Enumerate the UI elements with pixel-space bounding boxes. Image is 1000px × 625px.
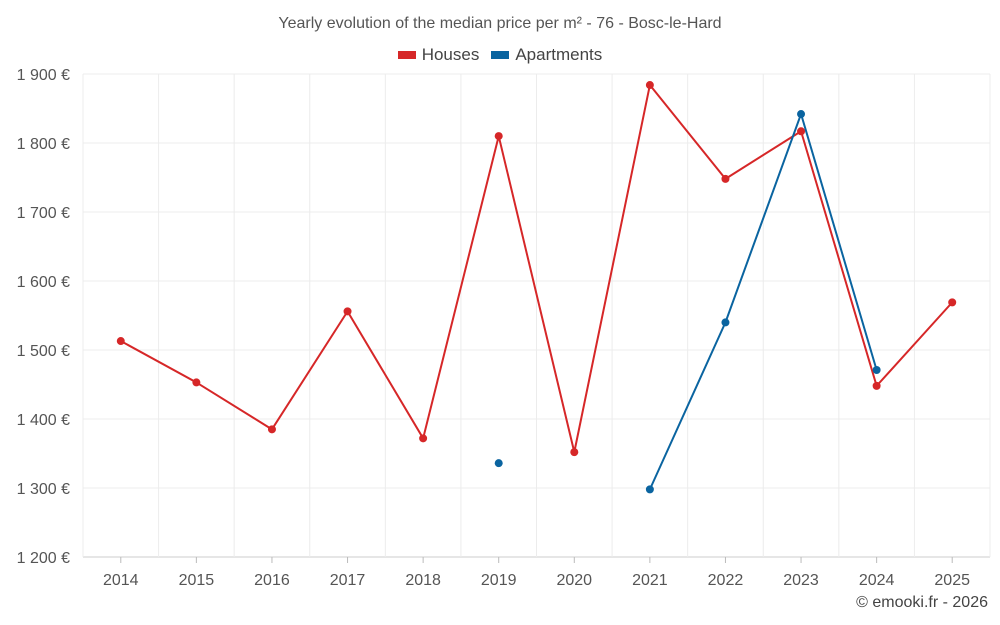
- series-line-apartments: [648, 113, 878, 490]
- data-point-houses[interactable]: [872, 381, 881, 390]
- data-point-houses[interactable]: [343, 307, 352, 316]
- legend-swatch-houses: [397, 51, 416, 59]
- data-point-houses[interactable]: [721, 174, 730, 183]
- data-point-houses[interactable]: [570, 448, 579, 457]
- x-tick-label: 2022: [708, 572, 744, 589]
- y-tick-label: 1 600 €: [17, 274, 70, 291]
- legend-item-apartments[interactable]: Apartments: [491, 45, 602, 65]
- data-point-apartments[interactable]: [797, 110, 806, 119]
- data-point-houses[interactable]: [192, 378, 201, 387]
- data-point-houses[interactable]: [419, 434, 428, 443]
- x-axis: 2014 2015 2016 2017 2018 2019 2020 2021 2022 2023…: [103, 557, 970, 589]
- x-tick-label: 2015: [179, 572, 215, 589]
- y-axis: 1 200 € 1 300 € 1 400 € 1 500 € 1 600 € 1 700…: [17, 67, 70, 567]
- grid: [82, 73, 991, 558]
- y-tick-label: 1 700 €: [17, 205, 70, 222]
- legend-label-houses: Houses: [421, 45, 480, 64]
- legend-label-apartments: Apartments: [515, 45, 603, 64]
- credit: © emooki.fr - 2026: [856, 594, 988, 611]
- data-point-houses[interactable]: [267, 425, 276, 434]
- y-tick-label: 1 300 €: [17, 481, 70, 498]
- y-tick-label: 1 200 €: [17, 550, 70, 567]
- legend: Houses Apartments: [0, 45, 1000, 65]
- data-point-houses[interactable]: [797, 127, 806, 136]
- x-tick-label: 2025: [934, 572, 970, 589]
- chart-title: Yearly evolution of the median price per…: [278, 15, 722, 32]
- data-point-apartments[interactable]: [494, 459, 503, 468]
- x-tick-label: 2020: [556, 572, 592, 589]
- x-tick-label: 2017: [330, 572, 366, 589]
- data-point-houses[interactable]: [116, 337, 125, 346]
- data-point-apartments[interactable]: [721, 318, 730, 327]
- y-tick-label: 1 500 €: [17, 343, 70, 360]
- data-point-houses[interactable]: [494, 132, 503, 141]
- y-tick-label: 1 800 €: [17, 136, 70, 153]
- series-layer: [116, 81, 957, 494]
- data-point-houses[interactable]: [645, 81, 654, 90]
- y-tick-label: 1 400 €: [17, 412, 70, 429]
- x-tick-label: 2018: [405, 572, 441, 589]
- x-tick-label: 2021: [632, 572, 668, 589]
- data-point-houses[interactable]: [948, 298, 957, 307]
- x-tick-label: 2024: [859, 572, 895, 589]
- data-point-apartments[interactable]: [645, 485, 654, 494]
- series-line-houses: [120, 84, 953, 454]
- legend-swatch-apartments: [491, 51, 510, 59]
- legend-item-houses[interactable]: Houses: [397, 45, 480, 65]
- data-point-apartments[interactable]: [872, 366, 881, 375]
- x-tick-label: 2016: [254, 572, 290, 589]
- y-tick-label: 1 900 €: [17, 67, 70, 84]
- x-tick-label: 2014: [103, 572, 139, 589]
- x-tick-label: 2019: [481, 572, 517, 589]
- x-tick-label: 2023: [783, 572, 819, 589]
